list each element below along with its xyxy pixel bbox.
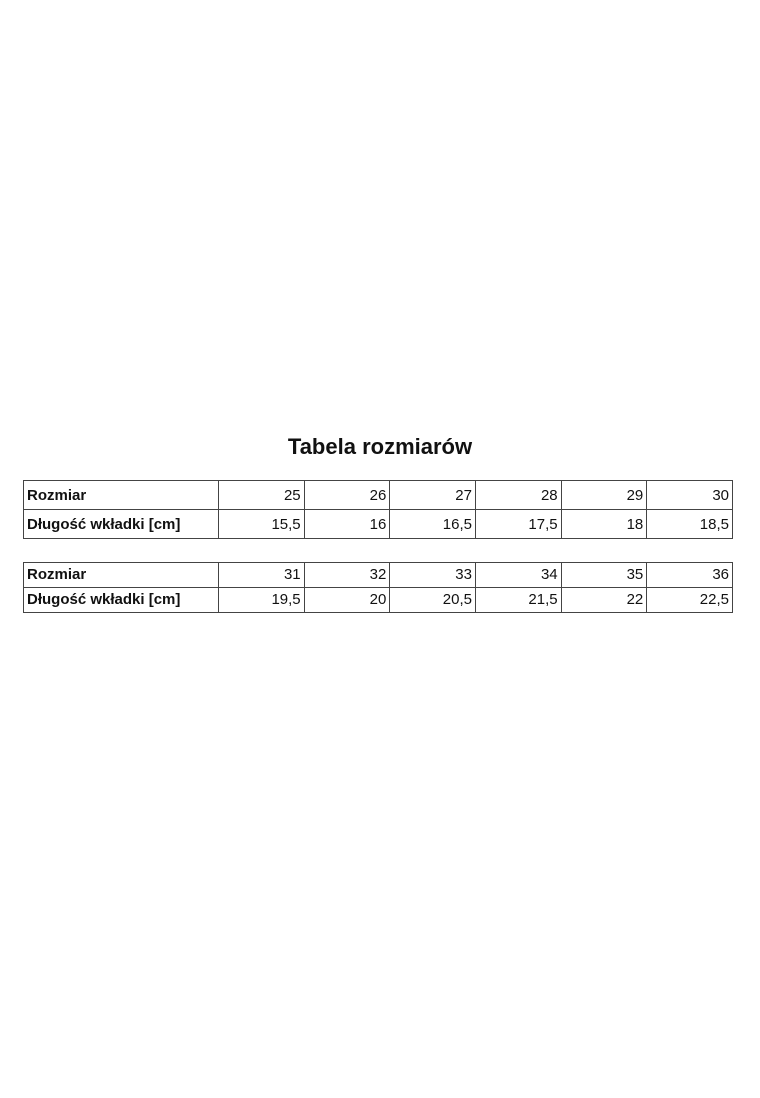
cell: 35 bbox=[560, 562, 648, 588]
row-label: Rozmiar bbox=[23, 562, 219, 588]
cell: 16,5 bbox=[389, 509, 476, 539]
cell: 25 bbox=[218, 480, 305, 510]
cell: 18 bbox=[560, 509, 648, 539]
size-table-1: Rozmiar 25 26 27 28 29 30 Długość wkładk… bbox=[23, 480, 733, 539]
cell: 26 bbox=[303, 480, 391, 510]
table-row-size: Rozmiar 31 32 33 34 35 36 bbox=[23, 562, 733, 588]
cell: 29 bbox=[560, 480, 648, 510]
cell: 27 bbox=[389, 480, 476, 510]
cell: 22,5 bbox=[646, 587, 733, 613]
cell: 20 bbox=[303, 587, 391, 613]
cell: 16 bbox=[303, 509, 391, 539]
cell: 32 bbox=[303, 562, 391, 588]
cell: 31 bbox=[218, 562, 305, 588]
cell: 19,5 bbox=[218, 587, 305, 613]
table-row-insole-length: Długość wkładki [cm] 15,5 16 16,5 17,5 1… bbox=[23, 509, 733, 539]
row-label: Rozmiar bbox=[23, 480, 219, 510]
cell: 15,5 bbox=[218, 509, 305, 539]
table-row-insole-length: Długość wkładki [cm] 19,5 20 20,5 21,5 2… bbox=[23, 587, 733, 613]
cell: 36 bbox=[646, 562, 733, 588]
cell: 20,5 bbox=[389, 587, 476, 613]
table-row-size: Rozmiar 25 26 27 28 29 30 bbox=[23, 480, 733, 510]
cell: 22 bbox=[560, 587, 648, 613]
cell: 17,5 bbox=[474, 509, 562, 539]
row-label: Długość wkładki [cm] bbox=[23, 587, 219, 613]
cell: 34 bbox=[474, 562, 562, 588]
cell: 28 bbox=[474, 480, 562, 510]
cell: 30 bbox=[646, 480, 733, 510]
cell: 33 bbox=[389, 562, 476, 588]
size-table-2: Rozmiar 31 32 33 34 35 36 Długość wkładk… bbox=[23, 562, 733, 613]
page-title: Tabela rozmiarów bbox=[287, 434, 473, 459]
row-label: Długość wkładki [cm] bbox=[23, 509, 219, 539]
cell: 21,5 bbox=[474, 587, 562, 613]
cell: 18,5 bbox=[646, 509, 733, 539]
